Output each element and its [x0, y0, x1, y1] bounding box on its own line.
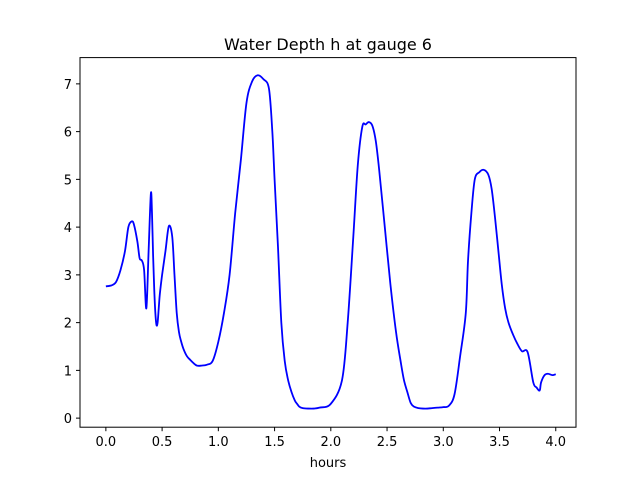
x-axis-label: hours — [310, 456, 347, 471]
y-tick-label: 7 — [64, 78, 72, 93]
y-tick-label: 5 — [64, 173, 72, 188]
series-line — [105, 74, 557, 410]
chart-title: Water Depth h at gauge 6 — [224, 35, 432, 54]
y-tick-label: 1 — [64, 364, 72, 379]
x-tick-label: 1.5 — [264, 435, 285, 450]
x-tick-label: 1.0 — [208, 435, 229, 450]
y-tick-label: 0 — [64, 412, 72, 427]
y-tick-label: 2 — [64, 317, 72, 332]
x-tick-label: 4.0 — [545, 435, 566, 450]
tick-layer: 0.0 0.5 1.0 1.5 2.0 2.5 3.0 3.5 4.0 0 1 2 3 4 5 6 7 — [64, 78, 566, 450]
x-tick-label: 2.5 — [377, 435, 398, 450]
x-tick-label: 3.0 — [433, 435, 454, 450]
y-tick-label: 3 — [64, 269, 72, 284]
x-tick-label: 0.5 — [152, 435, 173, 450]
y-tick-label: 6 — [64, 126, 72, 141]
plot-frame — [79, 57, 577, 428]
line-layer — [105, 74, 557, 410]
x-tick-label: 2.0 — [320, 435, 341, 450]
x-tick-label: 3.5 — [489, 435, 510, 450]
x-tick-label: 0.0 — [96, 435, 117, 450]
y-tick-label: 4 — [64, 221, 72, 236]
